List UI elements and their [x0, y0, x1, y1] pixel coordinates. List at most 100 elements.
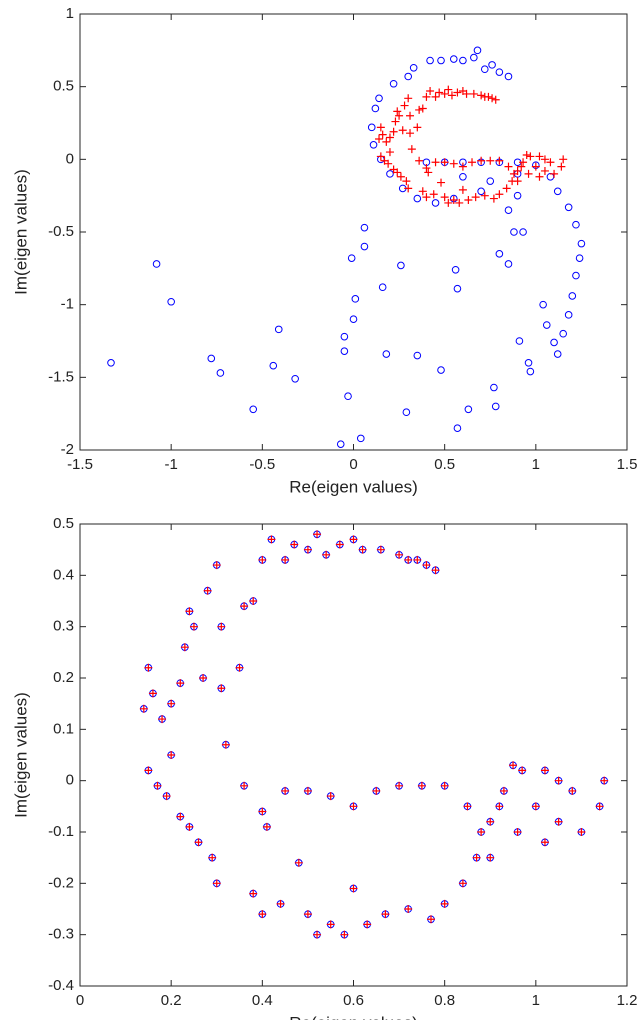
- plus-marker: [349, 802, 358, 811]
- plus-marker: [358, 545, 367, 554]
- circle-marker: [402, 408, 411, 417]
- plus-marker: [504, 162, 513, 171]
- plus-marker: [208, 853, 217, 862]
- circle-marker: [575, 254, 584, 262]
- circle-marker: [510, 228, 518, 236]
- plus-marker: [395, 111, 404, 120]
- circle-marker: [515, 337, 524, 345]
- plus-marker: [484, 92, 493, 101]
- plus-marker: [349, 884, 358, 893]
- x-tick-label: -0.5: [249, 456, 275, 473]
- plus-marker: [458, 879, 467, 888]
- plus-marker: [385, 133, 394, 142]
- x-axis-label: Re(eigen values): [289, 1013, 418, 1020]
- y-tick-label: 0: [66, 772, 74, 789]
- circle-marker: [375, 94, 383, 103]
- plus-marker: [406, 129, 415, 138]
- plus-marker: [418, 187, 427, 196]
- plot-area: [80, 14, 627, 450]
- plus-marker: [404, 555, 413, 564]
- circle-marker: [167, 297, 175, 306]
- plus-marker: [139, 704, 148, 713]
- plus-marker: [281, 786, 290, 795]
- circle-marker: [577, 239, 586, 248]
- circle-marker: [504, 72, 513, 81]
- plus-marker: [396, 172, 405, 181]
- x-tick-label: 1: [532, 456, 540, 473]
- series: [375, 85, 568, 207]
- circle-marker: [542, 321, 551, 329]
- plus-marker: [440, 781, 449, 790]
- plus-marker: [398, 126, 407, 135]
- plus-marker: [447, 91, 456, 100]
- circle-marker: [336, 440, 345, 448]
- plus-marker: [258, 807, 267, 816]
- circle-marker: [564, 203, 573, 212]
- plus-marker: [444, 198, 453, 207]
- plus-marker: [413, 123, 422, 132]
- plus-marker: [144, 766, 153, 775]
- plus-marker: [546, 158, 555, 167]
- y-tick-label: 0.5: [53, 515, 74, 532]
- plus-marker: [522, 150, 531, 159]
- plus-marker: [194, 838, 203, 847]
- circle-marker: [553, 187, 562, 196]
- plus-marker: [477, 156, 486, 165]
- plus-marker: [415, 156, 424, 165]
- circle-marker: [152, 260, 161, 268]
- plus-marker: [212, 879, 221, 888]
- circle-marker: [568, 292, 577, 300]
- plus-marker: [376, 123, 385, 132]
- circle-marker: [491, 402, 500, 411]
- plus-marker: [463, 802, 472, 811]
- plus-marker: [440, 899, 449, 908]
- plus-marker: [486, 853, 495, 862]
- plus-marker: [313, 930, 322, 939]
- plus-marker: [407, 145, 416, 154]
- plus-marker: [153, 781, 162, 790]
- y-tick-label: -2: [61, 441, 74, 458]
- plus-marker: [509, 169, 518, 178]
- plus-marker: [389, 127, 398, 136]
- plus-marker: [395, 550, 404, 559]
- circle-marker: [470, 53, 478, 62]
- plus-marker: [267, 535, 276, 544]
- plus-marker: [526, 152, 535, 161]
- circle-marker: [486, 177, 495, 185]
- x-tick-label: 0.8: [434, 992, 455, 1009]
- circle-marker: [564, 311, 573, 319]
- plus-marker: [240, 602, 249, 611]
- circle-marker: [539, 300, 547, 309]
- plus-marker: [568, 786, 577, 795]
- plus-marker: [391, 117, 400, 126]
- plus-marker: [517, 162, 526, 171]
- circle-marker: [369, 141, 378, 149]
- plus-marker: [431, 158, 440, 167]
- plus-marker: [393, 107, 402, 116]
- plus-marker: [502, 184, 511, 193]
- plus-marker: [395, 781, 404, 790]
- plus-marker: [326, 920, 335, 929]
- plus-marker: [385, 148, 394, 157]
- plus-marker: [518, 766, 527, 775]
- plus-marker: [176, 679, 185, 688]
- plus-marker: [400, 101, 409, 110]
- plus-marker: [540, 766, 549, 775]
- plus-marker: [424, 168, 433, 177]
- plus-marker: [249, 597, 258, 605]
- plus-marker: [144, 663, 153, 672]
- plus-marker: [276, 899, 285, 908]
- plus-marker: [185, 822, 194, 831]
- circle-marker: [386, 170, 394, 178]
- plus-marker: [199, 674, 208, 682]
- y-tick-label: 0.4: [53, 566, 74, 583]
- plus-marker: [535, 172, 544, 181]
- circle-marker: [207, 354, 216, 363]
- circle-marker: [453, 424, 462, 433]
- x-tick-label: 1.5: [617, 456, 638, 473]
- plus-marker: [422, 561, 431, 570]
- circle-marker: [524, 359, 533, 367]
- circle-marker: [340, 332, 349, 341]
- plus-marker: [449, 196, 458, 205]
- circle-marker: [269, 361, 278, 370]
